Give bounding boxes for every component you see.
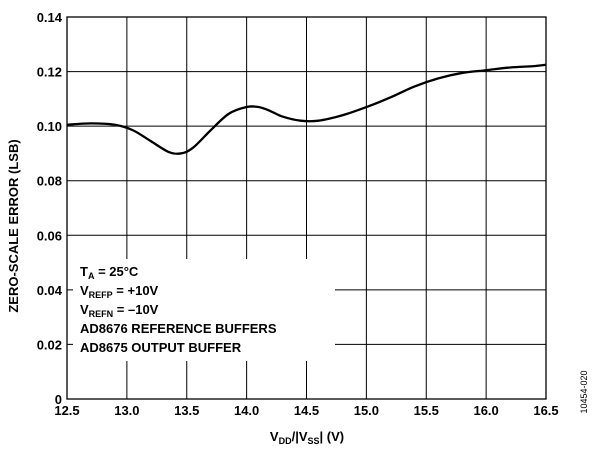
x-tick-label: 15.5 <box>414 403 439 418</box>
y-tick-labels: 0 0.02 0.04 0.06 0.08 0.10 0.12 0.14 <box>37 10 63 407</box>
x-tick-label: 14.5 <box>294 403 319 418</box>
y-tick-label: 0.10 <box>37 119 62 134</box>
y-tick-label: 0.06 <box>37 228 62 243</box>
annotation-rest: = 25°C <box>94 264 138 279</box>
x-tick-label: 13.0 <box>114 403 139 418</box>
x-label-end: | (V) <box>320 429 345 444</box>
figure-id: 10454-020 <box>579 370 589 413</box>
x-tick-label: 16.5 <box>533 403 558 418</box>
x-axis-label: VDD/|VSS| (V) <box>270 429 344 446</box>
x-tick-labels: 12.5 13.0 13.5 14.0 14.5 15.0 15.5 16.0 16.5 <box>54 403 558 418</box>
y-tick-label: 0 <box>55 392 62 407</box>
y-tick-label: 0.14 <box>37 10 63 25</box>
y-tick-label: 0.12 <box>37 65 62 80</box>
x-label-mid: /|V <box>292 429 308 444</box>
annotation-rest: = –10V <box>113 302 159 317</box>
x-label-sub2: SS <box>308 436 320 446</box>
annotation-main: AD8676 REFERENCE BUFFERS <box>80 321 277 336</box>
x-tick-label: 15.0 <box>354 403 379 418</box>
y-tick-label: 0.02 <box>37 337 62 352</box>
x-label-main: V <box>270 429 279 444</box>
annotation-line: TA = 25°C <box>80 264 139 281</box>
plot-frame <box>66 16 547 400</box>
annotation-subscript: A <box>88 271 95 281</box>
y-tick-label: 0.04 <box>37 283 63 298</box>
annotation-main: T <box>80 264 88 279</box>
x-label-sub1: DD <box>279 436 292 446</box>
x-tick-label: 14.0 <box>234 403 259 418</box>
annotation-line: AD8676 REFERENCE BUFFERS <box>80 321 277 336</box>
y-tick-label: 0.08 <box>37 174 62 189</box>
annotation-line: AD8675 OUTPUT BUFFER <box>80 340 242 355</box>
annotation-subscript: REFN <box>89 309 114 319</box>
x-tick-label: 13.5 <box>174 403 199 418</box>
x-tick-label: 16.0 <box>473 403 498 418</box>
annotation-main: V <box>80 302 89 317</box>
annotation-rest: = +10V <box>113 283 159 298</box>
x-tick-label: 12.5 <box>54 403 79 418</box>
y-axis-label: ZERO-SCALE ERROR (LSB) <box>6 139 21 312</box>
series-line <box>66 63 547 155</box>
annotation-box <box>73 259 335 361</box>
annotation-line: VREFN = –10V <box>80 302 159 319</box>
annotation-subscript: REFP <box>89 290 113 300</box>
annotation-main: AD8675 OUTPUT BUFFER <box>80 340 242 355</box>
annotation-line: VREFP = +10V <box>80 283 159 300</box>
annotation-main: V <box>80 283 89 298</box>
